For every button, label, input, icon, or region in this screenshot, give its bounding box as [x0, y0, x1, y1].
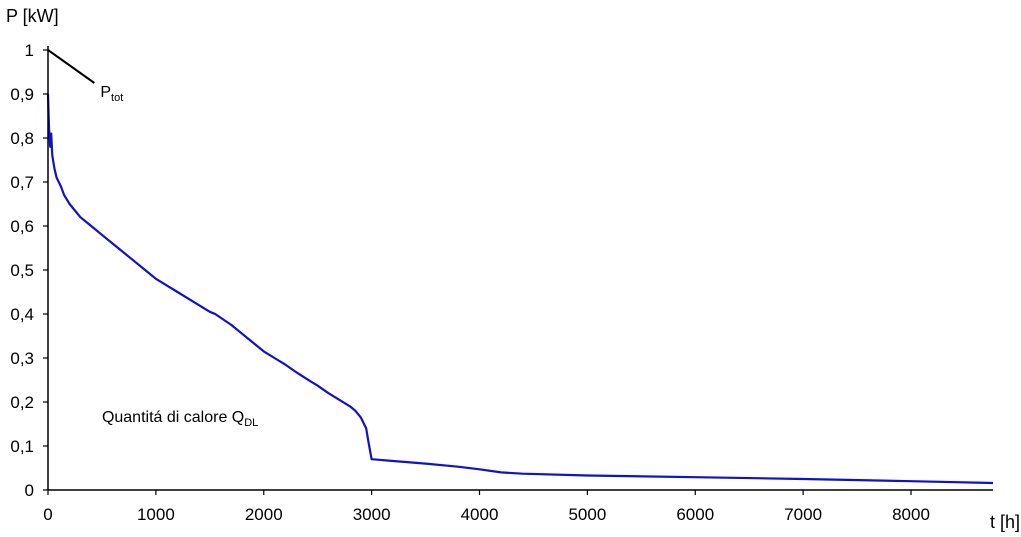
y-tick-label: 0,3 — [10, 349, 34, 368]
x-tick-label: 3000 — [353, 505, 391, 524]
plot-area — [46, 49, 994, 485]
y-ticks: 0 0,1 0,2 0,3 0,4 0,5 0,6 0,7 0,8 0,9 1 — [10, 41, 48, 500]
y-tick-label: 0,1 — [10, 437, 34, 456]
y-tick-label: 0,2 — [10, 393, 34, 412]
y-tick-label: 1 — [25, 41, 34, 60]
y-axis-label: P [kW] — [6, 6, 59, 26]
x-tick-label: 0 — [43, 505, 52, 524]
x-ticks: 0 1000 2000 3000 4000 5000 6000 7000 8000 — [43, 490, 930, 524]
x-tick-label: 6000 — [676, 505, 714, 524]
x-tick-label: 7000 — [784, 505, 822, 524]
y-tick-label: 0,5 — [10, 261, 34, 280]
y-tick-label: 0,7 — [10, 173, 34, 192]
y-tick-label: 0 — [25, 481, 34, 500]
p-tot-line — [47, 49, 95, 84]
y-tick-label: 0,9 — [10, 85, 34, 104]
y-tick-label: 0,8 — [10, 129, 34, 148]
load-duration-curve — [46, 93, 994, 485]
heat-quantity-main: Quantitá di calore Q — [102, 409, 244, 426]
x-tick-label: 2000 — [245, 505, 283, 524]
p-tot-main: P — [100, 84, 111, 101]
x-tick-label: 8000 — [892, 505, 930, 524]
x-tick-label: 4000 — [461, 505, 499, 524]
y-tick-label: 0,6 — [10, 217, 34, 236]
heat-quantity-sub: DL — [244, 417, 258, 429]
p-tot-sub: tot — [111, 92, 123, 104]
x-tick-label: 1000 — [137, 505, 175, 524]
x-axis-label: t [h] — [990, 512, 1020, 532]
p-tot-label: Ptot — [100, 84, 123, 104]
y-tick-label: 0,4 — [10, 305, 34, 324]
heat-quantity-label: Quantitá di calore QDL — [102, 409, 258, 429]
x-tick-label: 5000 — [568, 505, 606, 524]
